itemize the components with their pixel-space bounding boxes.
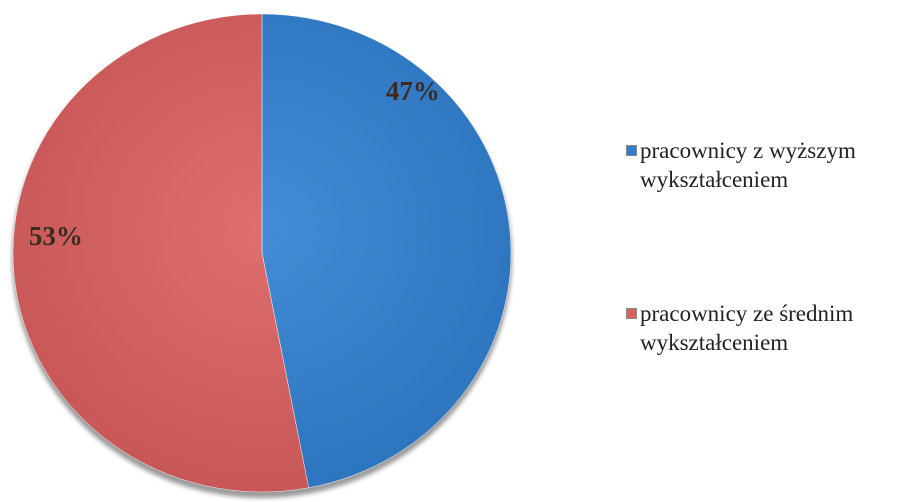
legend-item-secondary-education: pracownicy ze średnim wykształceniem: [626, 299, 913, 357]
pie-shading: [13, 14, 511, 492]
legend-label-line1: pracownicy z wyższym: [640, 138, 856, 163]
pie-slice-label-1: 53%: [29, 221, 83, 251]
legend-label-line1: pracownicy ze średnim: [640, 301, 854, 326]
pie-slice-label-0: 47%: [386, 76, 440, 106]
pie-slice-labels: 47% 53%: [29, 76, 440, 251]
legend-item-higher-education: pracownicy z wyższym wykształceniem: [626, 136, 913, 194]
pie-chart-canvas: 47% 53%: [12, 13, 512, 498]
legend-label-line2: wykształceniem: [640, 167, 789, 192]
legend-swatch-red: [626, 308, 637, 319]
legend-swatch-blue: [626, 145, 637, 156]
legend-label-line2: wykształceniem: [640, 330, 789, 355]
